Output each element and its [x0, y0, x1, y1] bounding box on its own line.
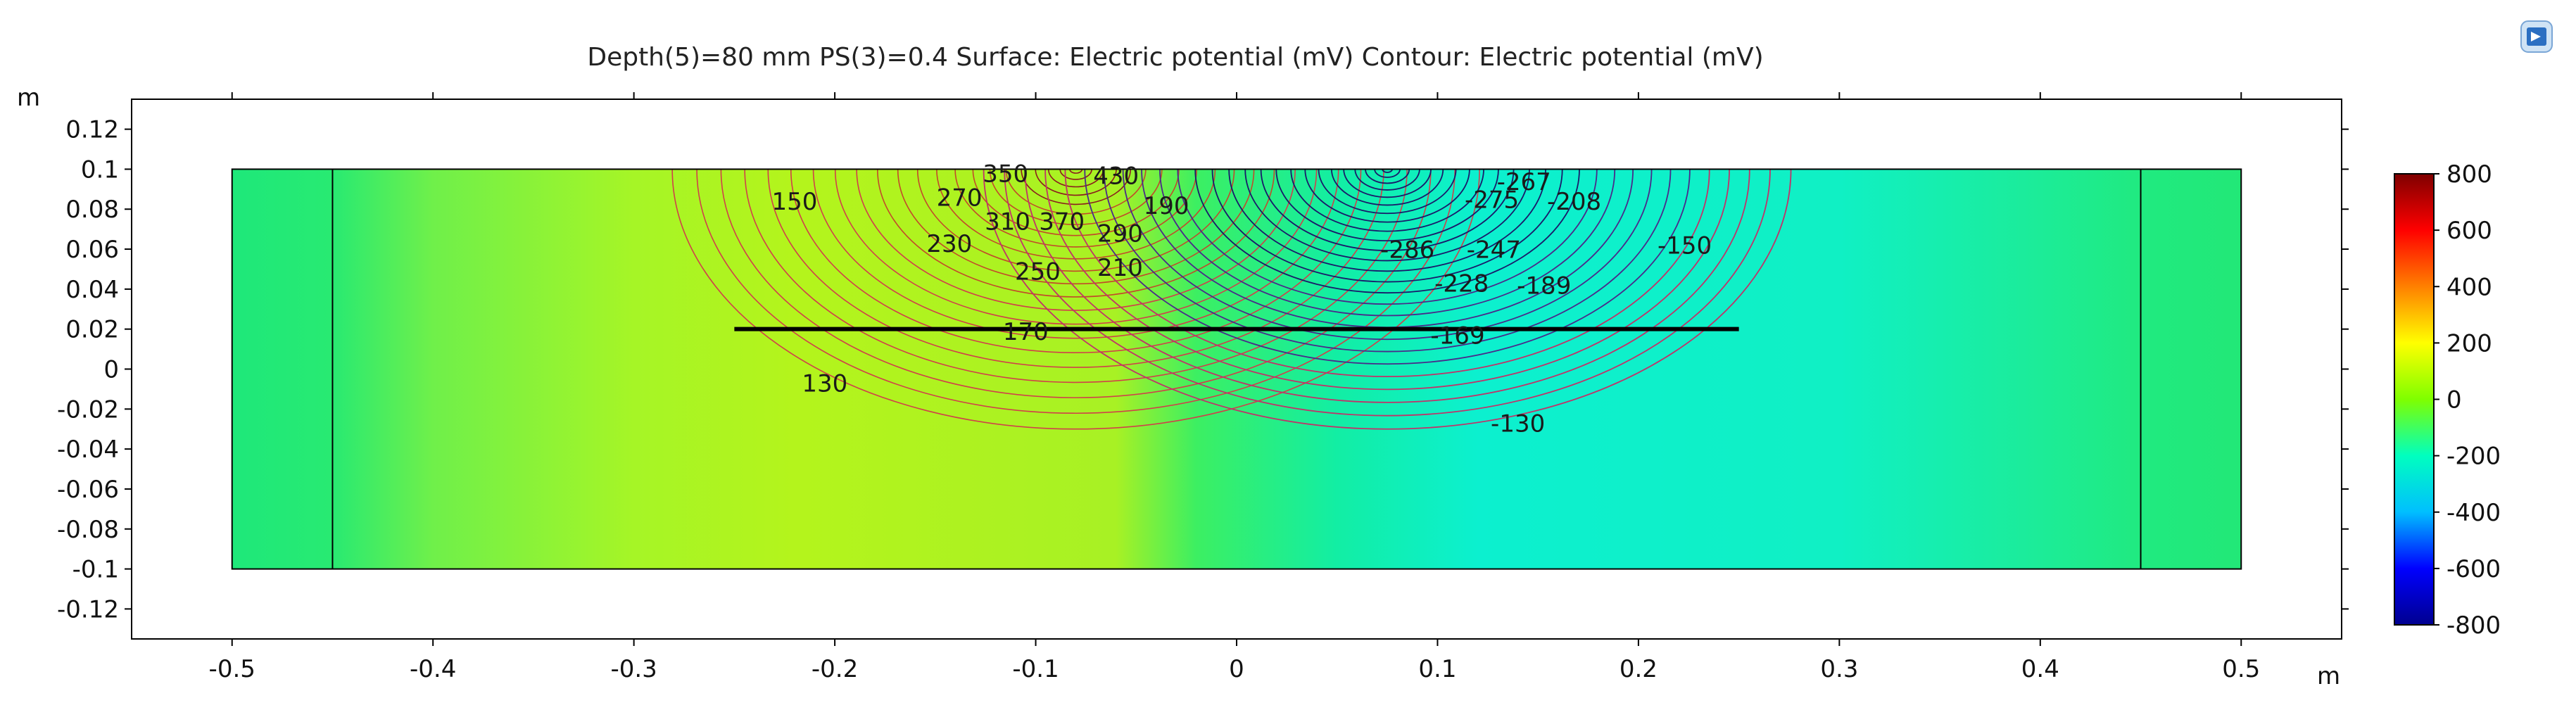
contour-label: -228	[1434, 270, 1489, 298]
contour-label: 290	[1097, 220, 1143, 248]
x-tick-label: 0.5	[2222, 655, 2260, 683]
contour-label: 190	[1144, 192, 1189, 220]
colorbar-tick-label: 200	[2446, 329, 2492, 357]
contour-line	[1275, 169, 1499, 241]
contour-line	[1004, 169, 1771, 417]
contour-line	[720, 169, 1432, 398]
contour-label: 370	[1039, 208, 1085, 236]
y-tick-label: 0.02	[65, 316, 119, 344]
contour-label: -189	[1517, 272, 1571, 300]
colorbar-tick-label: -400	[2446, 499, 2501, 527]
colorbar: 800 600 400 200 0 -200 -400 -600 -800	[2394, 160, 2501, 640]
contour-line	[1159, 169, 1616, 317]
contour-line	[1365, 169, 1410, 184]
x-tick-label: -0.4	[410, 655, 456, 683]
contour-line	[696, 169, 1456, 414]
colorbar-tick-label: -200	[2446, 443, 2501, 471]
plot-title: Depth(5)=80 mm PS(3)=0.4 Surface: Electr…	[587, 43, 1763, 72]
colorbar-tick-label: -600	[2446, 555, 2501, 583]
y-tick-label: -0.04	[57, 436, 119, 464]
contour-line	[767, 169, 1384, 368]
contour-label: 210	[1097, 254, 1143, 282]
y-tick-label: 0.1	[81, 156, 119, 184]
contour-line	[671, 169, 1480, 430]
x-tick-label: 0.3	[1820, 655, 1858, 683]
x-tick-label: -0.2	[812, 655, 858, 683]
contour-line	[1103, 169, 1672, 353]
y-tick-label: 0.06	[65, 236, 119, 264]
contour-line	[1211, 169, 1563, 283]
x-tick-label: 0.2	[1620, 655, 1658, 683]
y-axis: 0.12 0.1 0.08 0.06 0.04 0.02 0 -0.02 -0.04 -0.06 -…	[57, 116, 2349, 623]
y-tick-label: -0.1	[72, 556, 119, 584]
x-tick-label: -0.3	[610, 655, 657, 683]
y-tick-label: 0.12	[65, 116, 119, 144]
contour-label: 230	[926, 230, 972, 258]
contour-label: 430	[1093, 162, 1139, 190]
y-tick-label: 0.08	[65, 196, 119, 224]
y-tick-label: 0	[103, 356, 119, 384]
contour-line	[1044, 169, 1730, 391]
colorbar-tick-label: 800	[2446, 160, 2492, 189]
x-axis-unit: m	[2317, 662, 2340, 690]
contour-label: -208	[1547, 188, 1601, 216]
contour-label: -130	[1491, 410, 1545, 438]
contour-line	[1354, 169, 1420, 191]
colorbar-tick-label: 400	[2446, 273, 2492, 301]
y-tick-label: -0.02	[57, 395, 119, 424]
colorbar-scale	[2394, 173, 2435, 626]
contour-label: -247	[1467, 236, 1521, 264]
contour-label: 250	[1015, 258, 1061, 286]
contour-label: -150	[1658, 232, 1712, 260]
contour-label: 270	[937, 184, 983, 213]
domain-boundary	[231, 168, 2242, 570]
contour-line	[1244, 169, 1530, 262]
contour-label: 310	[985, 208, 1030, 236]
contour-label: 130	[802, 370, 847, 398]
contour-line	[1330, 169, 1444, 206]
contour-line	[1177, 169, 1598, 305]
y-tick-label: -0.08	[57, 516, 119, 544]
x-tick-label: 0.4	[2021, 655, 2059, 683]
colorbar-tick-label: 600	[2446, 217, 2492, 245]
contour-line	[1194, 169, 1580, 294]
export-image-icon[interactable]	[2520, 20, 2553, 53]
y-tick-label: -0.12	[57, 595, 119, 623]
contour-line	[1260, 169, 1515, 251]
y-tick-label: 0.04	[65, 276, 119, 304]
contour-line	[790, 169, 1362, 353]
x-axis: -0.5 -0.4 -0.3 -0.2 -0.1 0 0.1 0.2 0.3 0.4 0.5	[209, 92, 2260, 683]
y-axis-unit: m	[17, 84, 40, 112]
contour-line	[1228, 169, 1546, 272]
contour-line	[744, 169, 1408, 383]
contour-line	[1290, 169, 1484, 232]
contour-line	[1343, 169, 1432, 198]
x-tick-label: 0.1	[1418, 655, 1456, 683]
contour-label: 150	[772, 188, 818, 216]
contour-label: 350	[983, 160, 1028, 188]
contour-label: 170	[1003, 318, 1049, 346]
x-tick-label: 0	[1229, 655, 1244, 683]
contour-label: -169	[1430, 322, 1484, 350]
contour-line	[1084, 169, 1691, 365]
y-tick-label: -0.06	[57, 476, 119, 504]
colorbar-tick-label: -800	[2446, 611, 2501, 640]
colorbar-tick-label: 0	[2446, 386, 2462, 414]
contour-line	[1064, 169, 1710, 377]
x-tick-label: -0.5	[209, 655, 255, 683]
contour-label: -275	[1465, 186, 1519, 214]
contour-label: -286	[1380, 236, 1434, 264]
negative-source-field	[976, 169, 1800, 429]
contour-label: -267	[1497, 168, 1551, 196]
contour-line	[1024, 169, 1750, 403]
x-tick-label: -0.1	[1012, 655, 1059, 683]
contour-line	[1122, 169, 1653, 341]
contour-line	[983, 169, 1792, 430]
